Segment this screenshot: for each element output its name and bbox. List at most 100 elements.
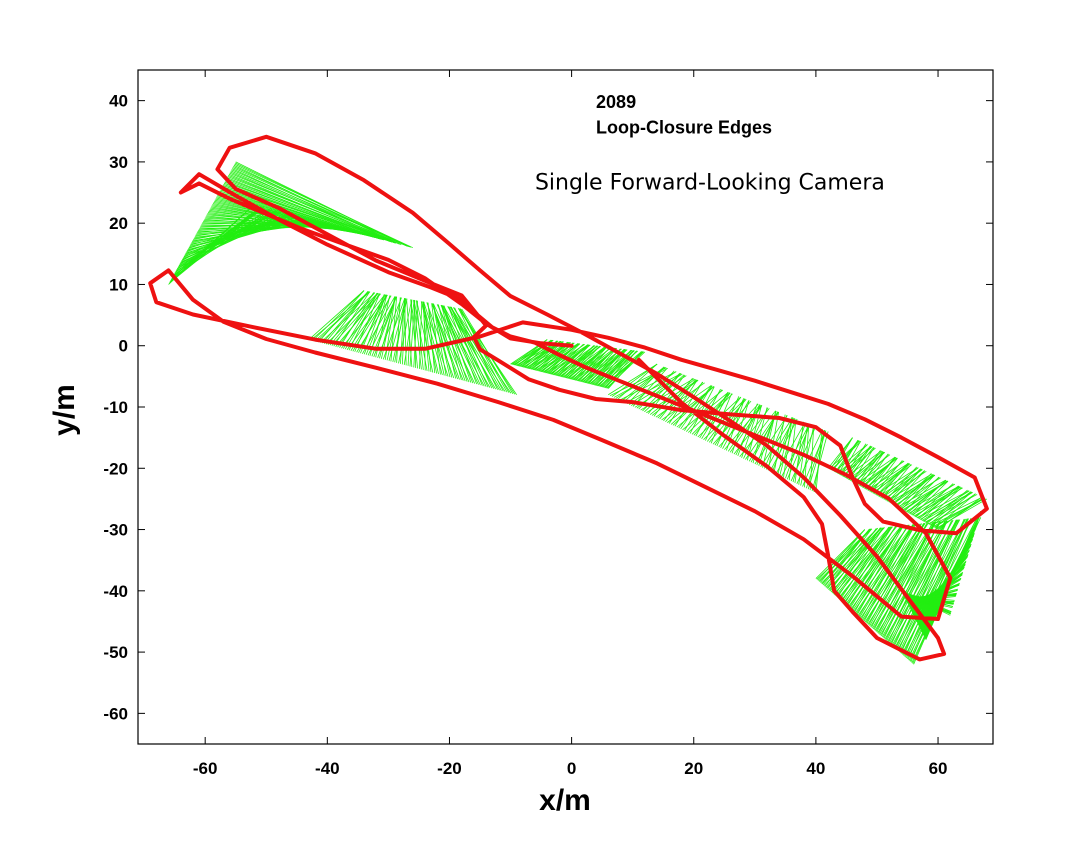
loop-closure-edge	[841, 526, 892, 602]
x-tick-label: 40	[806, 759, 825, 778]
x-tick-label: 20	[684, 759, 703, 778]
loop-closure-edge	[407, 299, 413, 366]
x-axis-label: x/m	[539, 784, 591, 817]
loop-closure-edge	[538, 342, 571, 372]
loop-closure-edge	[231, 168, 396, 244]
loop-closure-edge	[335, 293, 381, 347]
loop-closure-edge	[896, 473, 932, 507]
loop-closure-edge	[874, 460, 903, 495]
loop-closure-edge	[400, 298, 405, 364]
loop-closure-edge	[866, 523, 921, 624]
loop-closure-edge	[876, 522, 934, 633]
loop-closure-edge	[887, 468, 921, 502]
loop-closure-edge	[917, 485, 959, 519]
loop-closure-edge	[565, 345, 598, 379]
loop-closure-edge	[931, 491, 973, 527]
loop-closure-edge	[834, 439, 859, 473]
x-tick-label: 60	[929, 759, 948, 778]
loop-closure-edge	[684, 385, 713, 431]
loop-closure-edge	[427, 302, 436, 374]
loop-closure-edge	[827, 528, 872, 590]
y-tick-label: 40	[109, 92, 128, 111]
loop-closure-edge	[440, 304, 485, 387]
loop-closure-edge	[356, 295, 392, 353]
annotation-camera-label: Single Forward-Looking Camera	[535, 170, 885, 195]
loop-closure-edge	[890, 520, 948, 645]
loop-closure-edge	[599, 351, 643, 387]
loop-closure-edge	[854, 525, 904, 613]
loop-closure-edge	[235, 161, 408, 247]
loop-closure-edge	[890, 468, 922, 504]
y-tick-label: 20	[109, 214, 128, 233]
loop-closure-edge	[225, 180, 380, 240]
loop-closure-edge	[406, 298, 413, 367]
loop-closure-edge	[674, 381, 703, 427]
loop-closure-edge	[834, 527, 882, 596]
loop-closure-edge	[888, 470, 925, 503]
loop-closure-edge	[233, 164, 400, 245]
y-tick-label: -60	[103, 704, 128, 723]
y-tick-label: -50	[103, 643, 128, 662]
loop-closure-edge	[680, 385, 712, 430]
loop-closure-edge	[929, 493, 976, 526]
loop-closure-edge	[225, 179, 393, 243]
loop-closure-edge	[363, 294, 387, 355]
y-tick-label: -30	[103, 521, 128, 540]
loop-closure-edge	[876, 462, 909, 496]
loop-closure-edge	[572, 347, 616, 380]
loop-closure-edge	[561, 345, 595, 378]
loop-closure-edge	[839, 526, 890, 601]
loop-closure-edge	[661, 385, 712, 421]
loop-closure-edge	[908, 485, 960, 514]
loop-closure-edge	[878, 522, 935, 634]
loop-closure-edge	[905, 518, 968, 658]
axis-ticks: -60 -40 -20 0 20 40 60 40 30 20 10 0 -10 -20 -30 -40 -50…	[103, 70, 993, 778]
y-tick-label: 30	[109, 153, 128, 172]
loop-closure-edge	[868, 523, 924, 626]
trajectory-line	[148, 134, 989, 662]
loop-closure-edge	[710, 393, 732, 444]
loop-closure-edge	[563, 345, 597, 378]
loop-closure-edge	[920, 485, 959, 521]
loop-closure-edge	[422, 301, 443, 376]
loop-closure-edge	[888, 520, 946, 643]
loop-closure-edge	[544, 343, 579, 373]
loop-closure-edge	[541, 342, 574, 373]
loop-closure-edge	[880, 521, 936, 637]
loop-closure-edge	[921, 490, 970, 521]
loop-closure-edge	[226, 177, 384, 241]
loop-closure-edge	[701, 392, 731, 440]
loop-closure-edge	[846, 526, 896, 607]
loop-closure-edge	[817, 529, 866, 581]
loop-closure-edge	[568, 345, 601, 380]
loop-closure-edge	[871, 457, 898, 493]
loop-closure-edge	[840, 441, 861, 476]
loop-closure-edge	[877, 520, 946, 634]
loop-closure-edge	[454, 307, 493, 389]
y-tick-label: 0	[119, 337, 128, 356]
loop-closure-edge	[665, 381, 704, 423]
loop-closure-edge	[904, 476, 940, 512]
loop-closure-edge	[312, 290, 365, 341]
loop-closure-edge	[327, 291, 369, 345]
y-tick-label: -10	[103, 398, 128, 417]
loop-closure-edge	[868, 457, 896, 492]
loop-closure-edge	[322, 291, 369, 344]
loop-closure-edge	[837, 439, 859, 475]
loop-closure-edge	[746, 405, 762, 461]
loop-closure-edge	[873, 522, 928, 630]
loop-closure-edge	[887, 519, 958, 642]
loop-closure-edge	[308, 290, 365, 340]
loop-closure-edge	[857, 451, 884, 485]
loop-closure-edge	[220, 189, 367, 236]
loop-closure-edge	[360, 294, 385, 354]
loop-closure-edge	[844, 526, 893, 604]
loop-closure-edge	[333, 291, 371, 347]
loop-closure-edge	[912, 480, 949, 516]
loop-closure-edge	[882, 464, 912, 499]
loop-closure-edge	[653, 374, 686, 417]
loop-closure-edge	[590, 348, 625, 385]
loop-closure-edge	[431, 303, 460, 380]
loop-closure-edge	[605, 350, 637, 389]
loop-closure-edge	[588, 348, 621, 384]
